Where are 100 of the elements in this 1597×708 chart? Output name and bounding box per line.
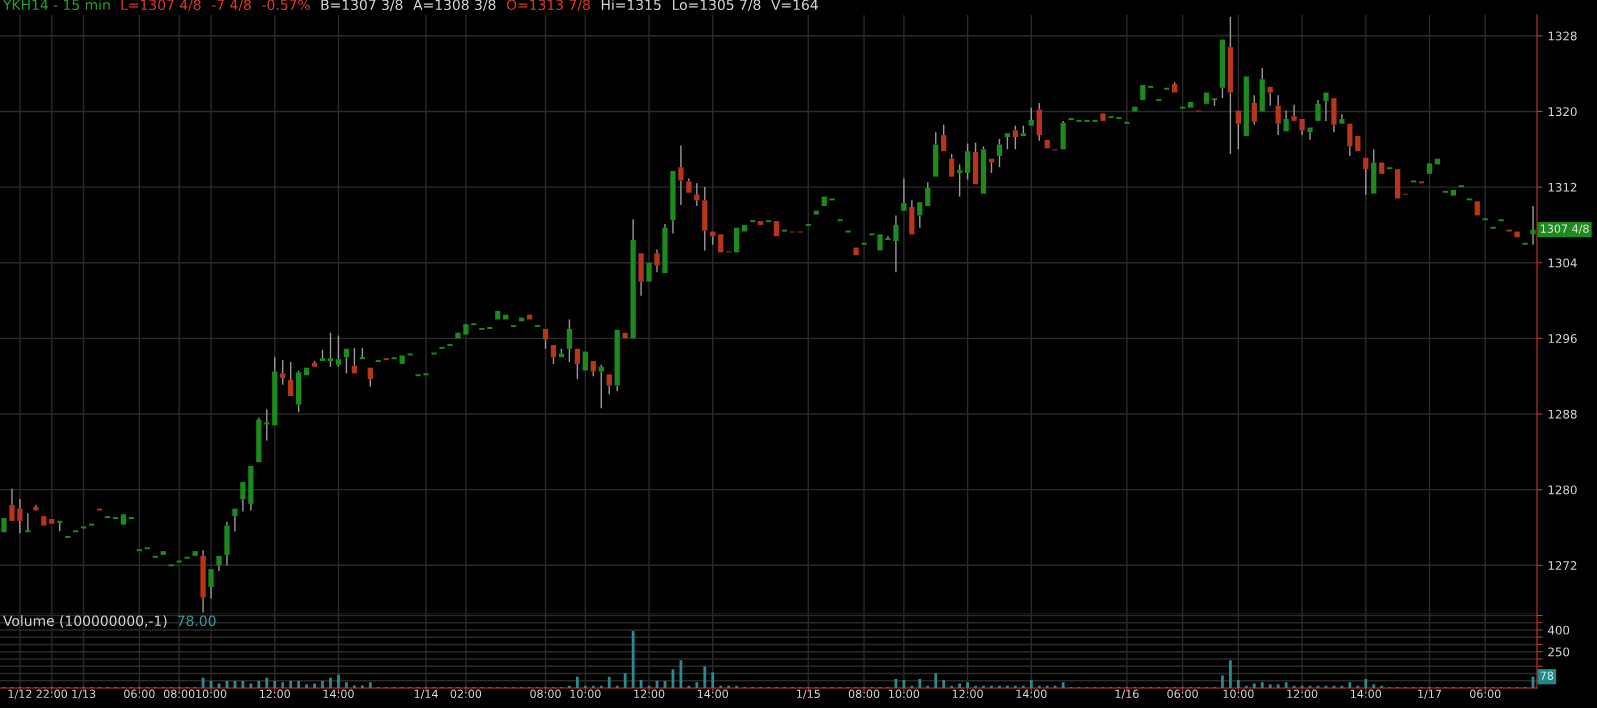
text: -0.57% — [262, 0, 310, 11]
candlestick — [678, 144, 684, 206]
candlestick — [1123, 121, 1131, 124]
bar — [1268, 684, 1272, 688]
candlestick — [151, 555, 159, 558]
x-tick-label: 10:00 — [196, 689, 227, 698]
candlestick — [1514, 231, 1520, 238]
candlestick — [1075, 119, 1083, 122]
text: A=1308 3/8 — [413, 0, 496, 12]
candlestick — [718, 234, 724, 253]
x-tick-label: 10:00 — [889, 689, 920, 698]
candlestick — [1299, 119, 1305, 136]
x-tick-label: 1/16 — [1115, 689, 1139, 699]
bar — [345, 682, 348, 688]
candlestick — [1275, 94, 1281, 136]
bar — [934, 673, 938, 688]
x-tick-label: 02:00 — [450, 689, 482, 698]
bar — [703, 666, 707, 688]
candlestick — [470, 323, 478, 326]
candlestick — [1243, 76, 1249, 137]
candlestick — [741, 224, 748, 232]
candlestick — [1203, 92, 1210, 104]
candlestick — [1347, 123, 1353, 157]
bar — [615, 685, 619, 688]
x-tick-label: 1/14 — [414, 689, 438, 699]
candlestick — [828, 198, 836, 201]
bar — [273, 680, 277, 688]
bar — [368, 682, 372, 688]
bar — [711, 672, 715, 688]
bar — [1372, 684, 1376, 688]
candlestick — [1355, 136, 1361, 152]
bar — [360, 685, 364, 688]
candlestick — [374, 360, 382, 363]
bar — [257, 680, 261, 688]
x-tick-label: 06:00 — [124, 689, 155, 698]
bar — [910, 685, 914, 688]
bar — [313, 683, 316, 688]
candlestick — [1227, 16, 1234, 155]
bar — [265, 677, 269, 688]
candlestick — [654, 248, 660, 273]
candlestick — [390, 357, 398, 360]
bar — [1045, 685, 1049, 688]
bar — [982, 685, 985, 688]
candlestick — [836, 219, 844, 222]
candlestick — [646, 262, 652, 282]
candlestick — [143, 547, 151, 550]
bar — [926, 685, 930, 688]
bar — [1021, 685, 1025, 688]
candlestick — [1379, 162, 1385, 174]
bar — [990, 685, 993, 688]
candlestick — [868, 233, 876, 236]
candlestick — [1147, 85, 1155, 88]
x-tick-label: 1/13 — [72, 689, 96, 699]
bar — [599, 685, 603, 688]
x-tick-label: 14:00 — [1350, 689, 1382, 698]
bar — [583, 685, 587, 688]
candlestick — [192, 551, 198, 556]
candlestick — [1450, 189, 1457, 196]
candlestick — [9, 488, 15, 521]
candlestick — [17, 498, 23, 534]
candlestick — [1386, 167, 1394, 170]
x-tick-label: 22:00 — [36, 689, 68, 698]
bar — [1061, 682, 1065, 688]
candlestick — [1235, 110, 1241, 150]
bar — [735, 685, 739, 688]
bar — [950, 685, 954, 688]
bar — [1380, 685, 1384, 688]
x-tick-label: 08:00 — [848, 689, 880, 698]
candlestick — [232, 508, 238, 532]
bar — [591, 685, 595, 688]
y-tick-label: 1280 — [1548, 485, 1577, 495]
x-tick-label: 06:00 — [1167, 689, 1198, 698]
candlestick — [909, 199, 915, 235]
candlestick — [120, 514, 127, 525]
bar — [1236, 680, 1240, 688]
candlestick — [1323, 92, 1329, 122]
y-tick-label: 1328 — [1548, 31, 1577, 41]
candlestick — [455, 332, 461, 339]
candlestick — [853, 247, 859, 256]
candlestick — [1140, 84, 1146, 101]
x-tick-label: 06:00 — [1469, 689, 1501, 698]
candlestick — [256, 417, 262, 463]
x-tick-label: 12:00 — [1287, 689, 1318, 698]
candlestick — [224, 521, 230, 566]
bar — [966, 682, 969, 688]
candlestick — [510, 325, 518, 328]
candlestick — [670, 171, 676, 235]
candlestick — [582, 351, 588, 371]
candlestick — [773, 221, 780, 237]
candlestick — [406, 353, 414, 356]
chart-title: YKH14 - 15 min — [2, 0, 110, 11]
candlestick — [1107, 116, 1115, 119]
candlestick — [1481, 218, 1489, 221]
candlestick — [248, 466, 254, 512]
bar — [719, 685, 723, 688]
candlestick — [463, 324, 469, 335]
text: B=1307 3/8 — [321, 0, 403, 12]
candlestick — [208, 569, 214, 600]
bar — [695, 682, 699, 688]
bar — [1053, 685, 1057, 688]
